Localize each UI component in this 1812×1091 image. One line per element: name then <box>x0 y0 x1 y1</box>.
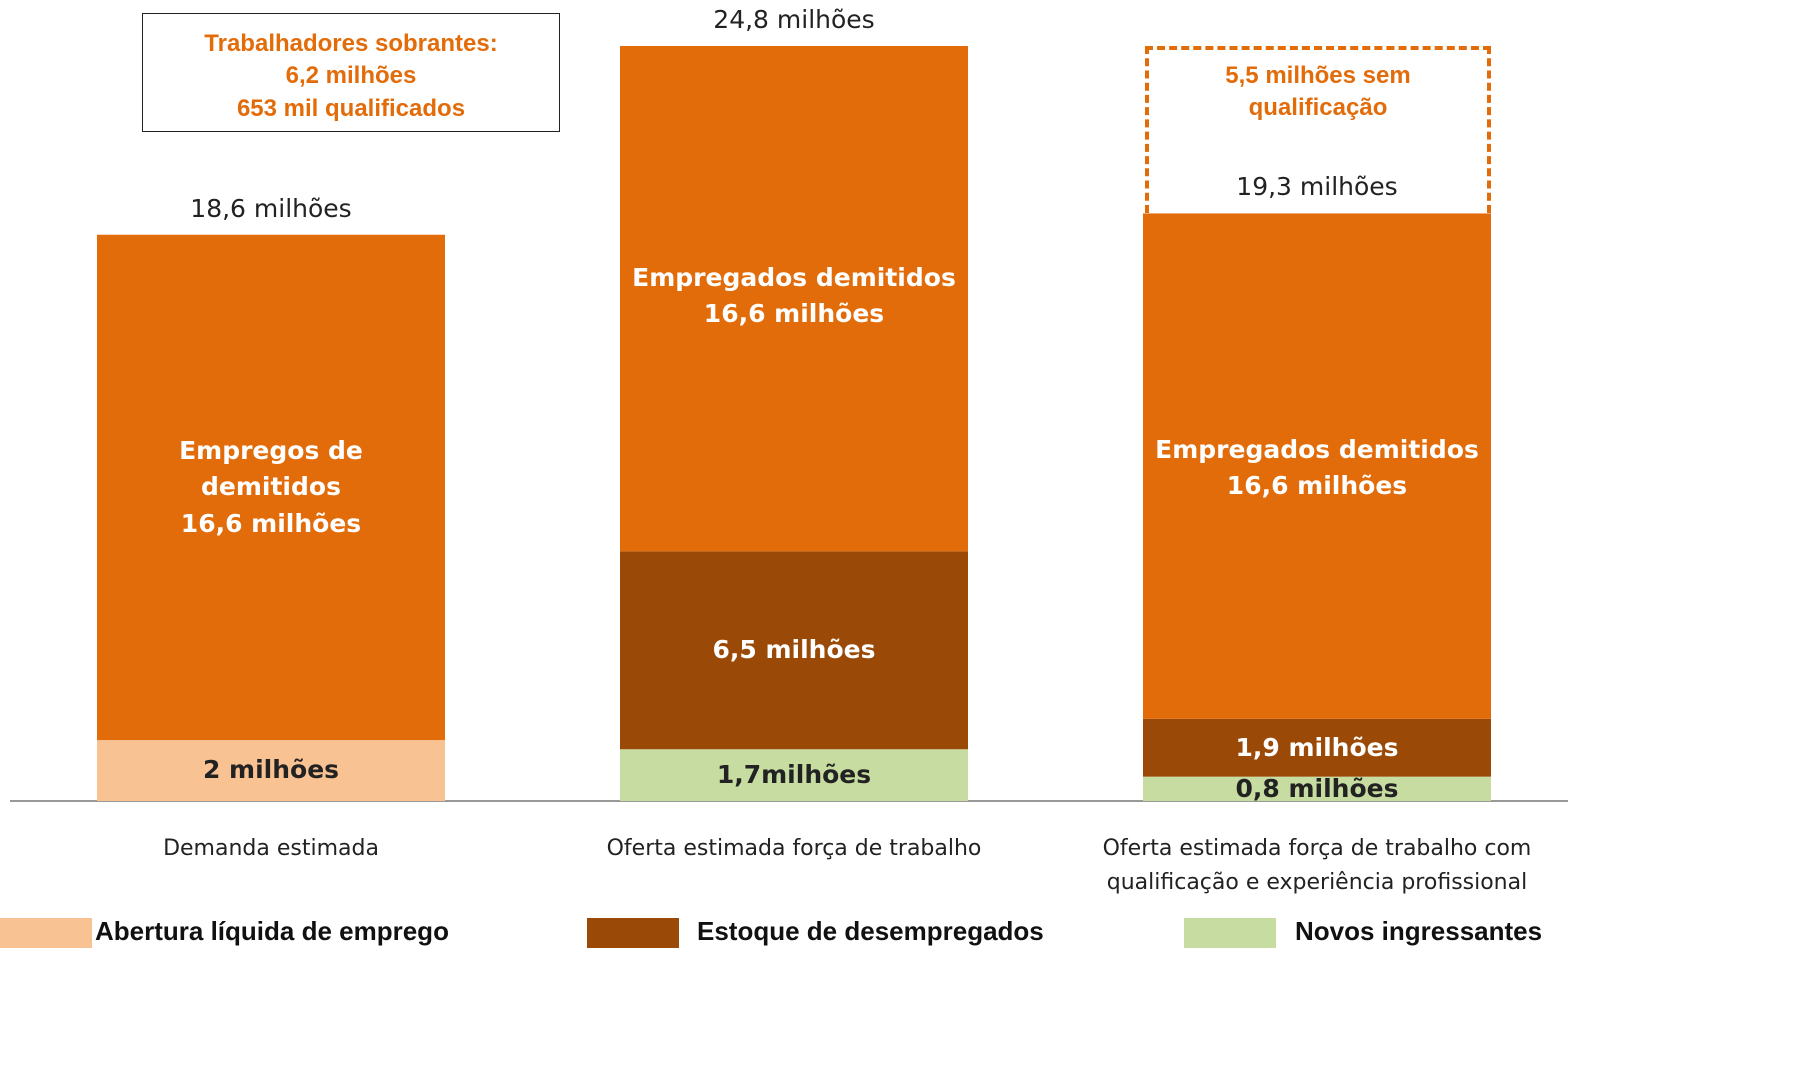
annotation-box: Trabalhadores sobrantes: 6,2 milhões 653… <box>142 13 560 132</box>
bar-segment <box>1143 776 1491 801</box>
bar-segment <box>620 749 968 801</box>
segment-label: 2 milhões <box>202 755 340 785</box>
segment-label: 1,9 milhões <box>1235 732 1399 762</box>
total-label: 24,8 milhões <box>713 5 875 34</box>
segment-label: Empregos de demitidos 16,6 milhões <box>179 436 363 538</box>
bar-segment <box>1143 213 1491 719</box>
segment-label: Empregados demitidos 16,6 milhões <box>1155 435 1479 501</box>
legend-swatch <box>0 918 92 948</box>
segment-label: 6,5 milhões <box>712 635 876 665</box>
legend-swatch <box>1184 918 1276 948</box>
annotation-dashed-box: 5,5 milhões sem qualificação <box>1145 46 1491 214</box>
segment-label: Empregados demitidos 16,6 milhões <box>632 262 956 328</box>
x-tick-label: Demanda estimada <box>163 836 379 861</box>
x-tick-label: Oferta estimada força de trabalho <box>606 836 982 861</box>
bar-segment <box>620 551 968 750</box>
legend-label: Novos ingressantes <box>1295 916 1543 946</box>
segment-label: 0,8 milhões <box>1235 773 1399 803</box>
bar-segment <box>97 234 445 741</box>
total-label: 18,6 milhões <box>190 193 352 223</box>
legend-label: Estoque de desempregados <box>697 916 1044 946</box>
bar-segment <box>620 46 968 552</box>
total-label: 19,3 milhões <box>1236 172 1398 202</box>
x-tick-label: Oferta estimada força de trabalho com qu… <box>1102 836 1532 896</box>
bar-segment <box>97 740 445 801</box>
legend-swatch <box>587 918 679 948</box>
segment-label: 1,7milhões <box>716 759 872 789</box>
legend-label: Abertura líquida de emprego <box>95 916 449 946</box>
bar-segment <box>1143 718 1491 777</box>
